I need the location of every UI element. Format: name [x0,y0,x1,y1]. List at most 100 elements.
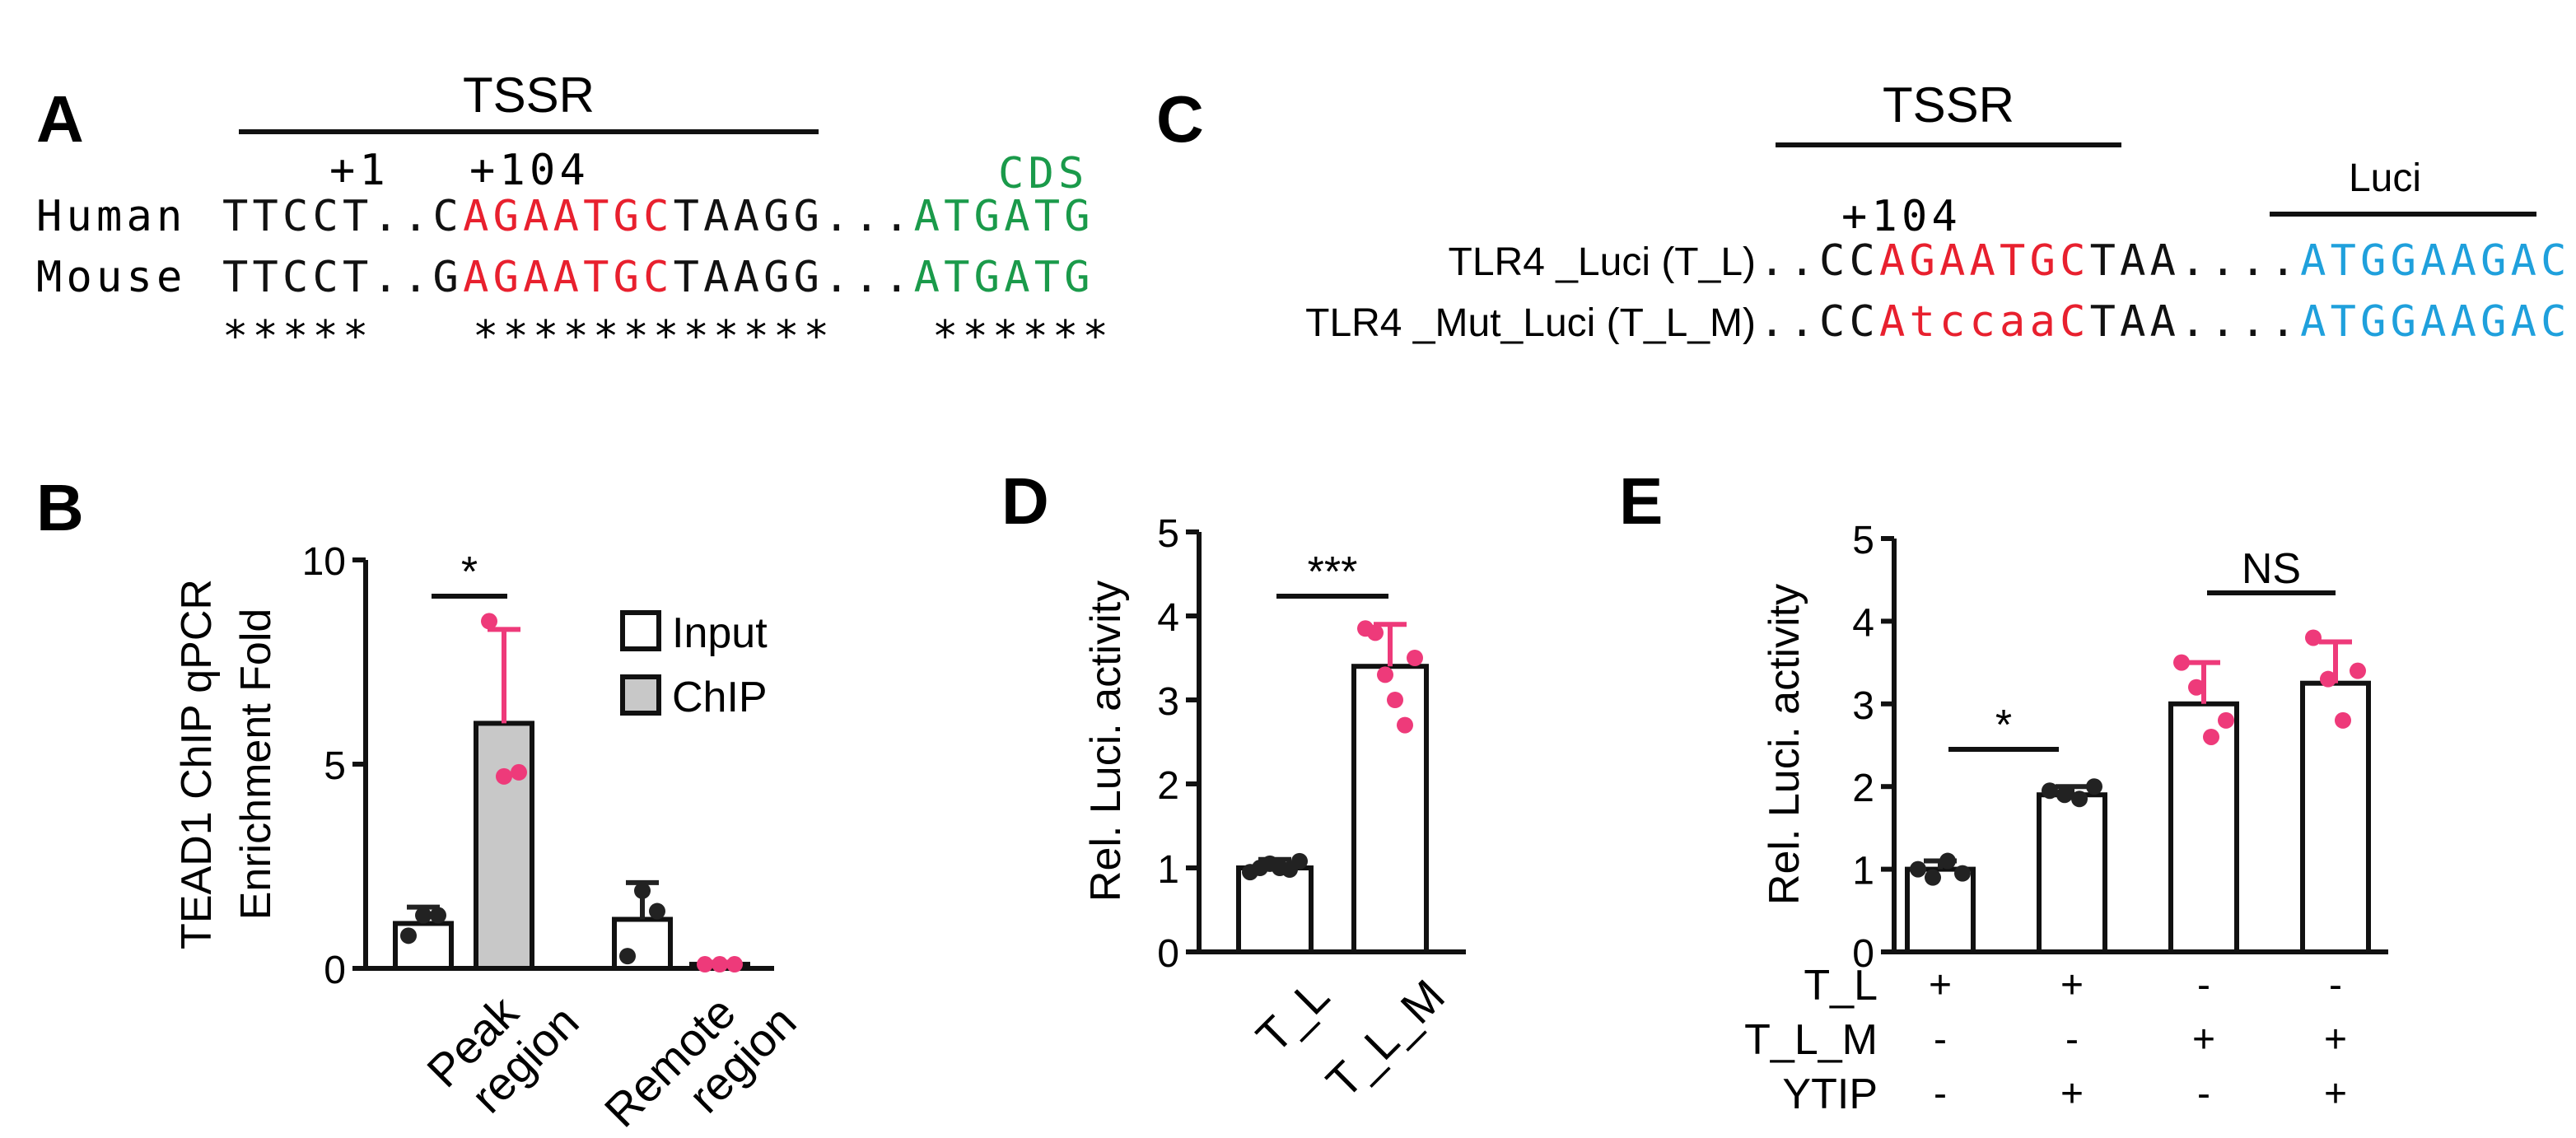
sequence-segment: TTCCT..G [222,253,463,302]
data-point [2320,670,2336,688]
bar [2300,680,2371,954]
data-point [712,956,728,973]
sequence-segment: ATGGAAGAC [2300,236,2571,286]
sequence: TTCCT..CAGAATGCTAAGG...ATGATG [222,192,1094,241]
panel-letter: B [36,471,84,544]
data-point [1387,692,1403,708]
data-point [2305,629,2322,646]
sequence-segment: AGAATGC [463,192,674,241]
condition-sign: - [2197,963,2210,1007]
error-bar [1374,622,1407,667]
conservation: ************ [473,312,833,361]
y-axis-label: Rel. Luci. activity [1761,584,1808,905]
x-tick-label: T_L [1246,969,1339,1062]
condition-label: T_L [1804,962,1878,1010]
y-tick-label: 4 [1852,601,1874,645]
row-label: TLR4 _Mut_Luci (T_L_M) [1305,301,1756,345]
sequence-segment: ..CC [1759,297,1879,347]
y-tick-label: 1 [1157,848,1179,892]
data-point [2350,662,2366,679]
condition-sign: + [2060,963,2084,1007]
data-point [400,927,417,944]
data-point [726,956,743,973]
data-point [1291,852,1308,870]
legend-swatch [620,674,661,716]
sequence: ..CCAGAATGCTAA....ATGGAAGAC [1759,236,2571,286]
sequence: TTCCT..GAGAATGCTAAGG...ATGATG [222,253,1094,302]
y-tick-label: 2 [1157,764,1179,808]
data-point [1407,650,1423,666]
sequence-segment: ATGATG [914,253,1094,302]
condition-sign: - [1934,1018,1947,1061]
position-label: +1 [329,146,390,195]
condition-sign: - [2197,1072,2210,1116]
data-point [415,907,432,924]
data-point [1377,666,1393,683]
legend-swatch [620,610,661,651]
y-tick-label: 0 [324,949,346,992]
bar [1905,866,1976,954]
significance-label: * [1995,702,2012,749]
data-point [634,882,651,899]
data-point [1910,860,1926,878]
condition-label: YTIP [1782,1070,1878,1118]
row-label: Human [36,192,187,241]
sequence-segment: TTCCT..C [222,192,463,241]
bar [1236,865,1314,954]
data-point [481,613,497,630]
y-axis-label: TEAD1 ChIP qPCR [173,579,221,949]
y-tick-label: 5 [1157,512,1179,556]
data-point [2042,782,2058,800]
data-point [2188,679,2205,696]
position-label: +104 [469,146,590,195]
data-point [2173,654,2190,671]
data-point [2335,711,2351,729]
y-tick-label: 3 [1157,680,1179,724]
sequence-segment: AtccaaC [1879,297,2090,347]
x-tick-label: T_L_M [1316,969,1454,1108]
data-point [2218,711,2234,729]
significance-label: NS [2242,545,2301,593]
sequence-segment: TAAGG... [674,253,914,302]
data-point [1954,865,1971,882]
sequence-segment: ATGGAAGAC [2300,297,2571,347]
row-label: Mouse [36,253,187,302]
condition-sign: + [2192,1018,2215,1061]
y-tick-label: 0 [1852,932,1874,976]
data-point [1939,852,1956,870]
data-point [496,767,512,785]
y-tick-label: 0 [1157,932,1179,976]
data-point [1367,624,1384,641]
tssr-label: TSSR [1883,77,2014,133]
condition-sign: + [2324,1018,2347,1061]
row-label: TLR4 _Luci (T_L) [1449,240,1756,284]
data-point [1925,869,1941,886]
data-point [511,763,527,781]
data-point [2056,786,2073,804]
x-tick-group: T_L_M [1316,969,1454,1108]
sequence-segment: TAA.... [2090,236,2301,286]
bar [2168,701,2239,954]
data-point [2203,728,2219,745]
y-tick-label: 5 [324,744,346,788]
sequence: ..CCAtccaaCTAA....ATGGAAGAC [1759,297,2571,347]
bar [2037,792,2107,954]
data-point [2071,791,2088,808]
condition-label: T_L_M [1744,1016,1878,1064]
cds-label: CDS [998,149,1089,198]
data-point [619,948,636,965]
sequence-segment: TAA.... [2090,297,2301,347]
data-point [2086,778,2102,795]
sequence-segment: ATGATG [914,192,1094,241]
data-point [649,902,665,920]
sequence-segment: AGAATGC [1879,236,2090,286]
x-tick-group: T_L [1246,969,1339,1062]
luci-label: Luci [2349,156,2421,200]
significance-label: *** [1308,548,1358,596]
condition-sign: + [2060,1072,2084,1116]
bar [474,721,534,972]
y-tick-label: 2 [1852,767,1874,810]
bar [1351,664,1429,954]
